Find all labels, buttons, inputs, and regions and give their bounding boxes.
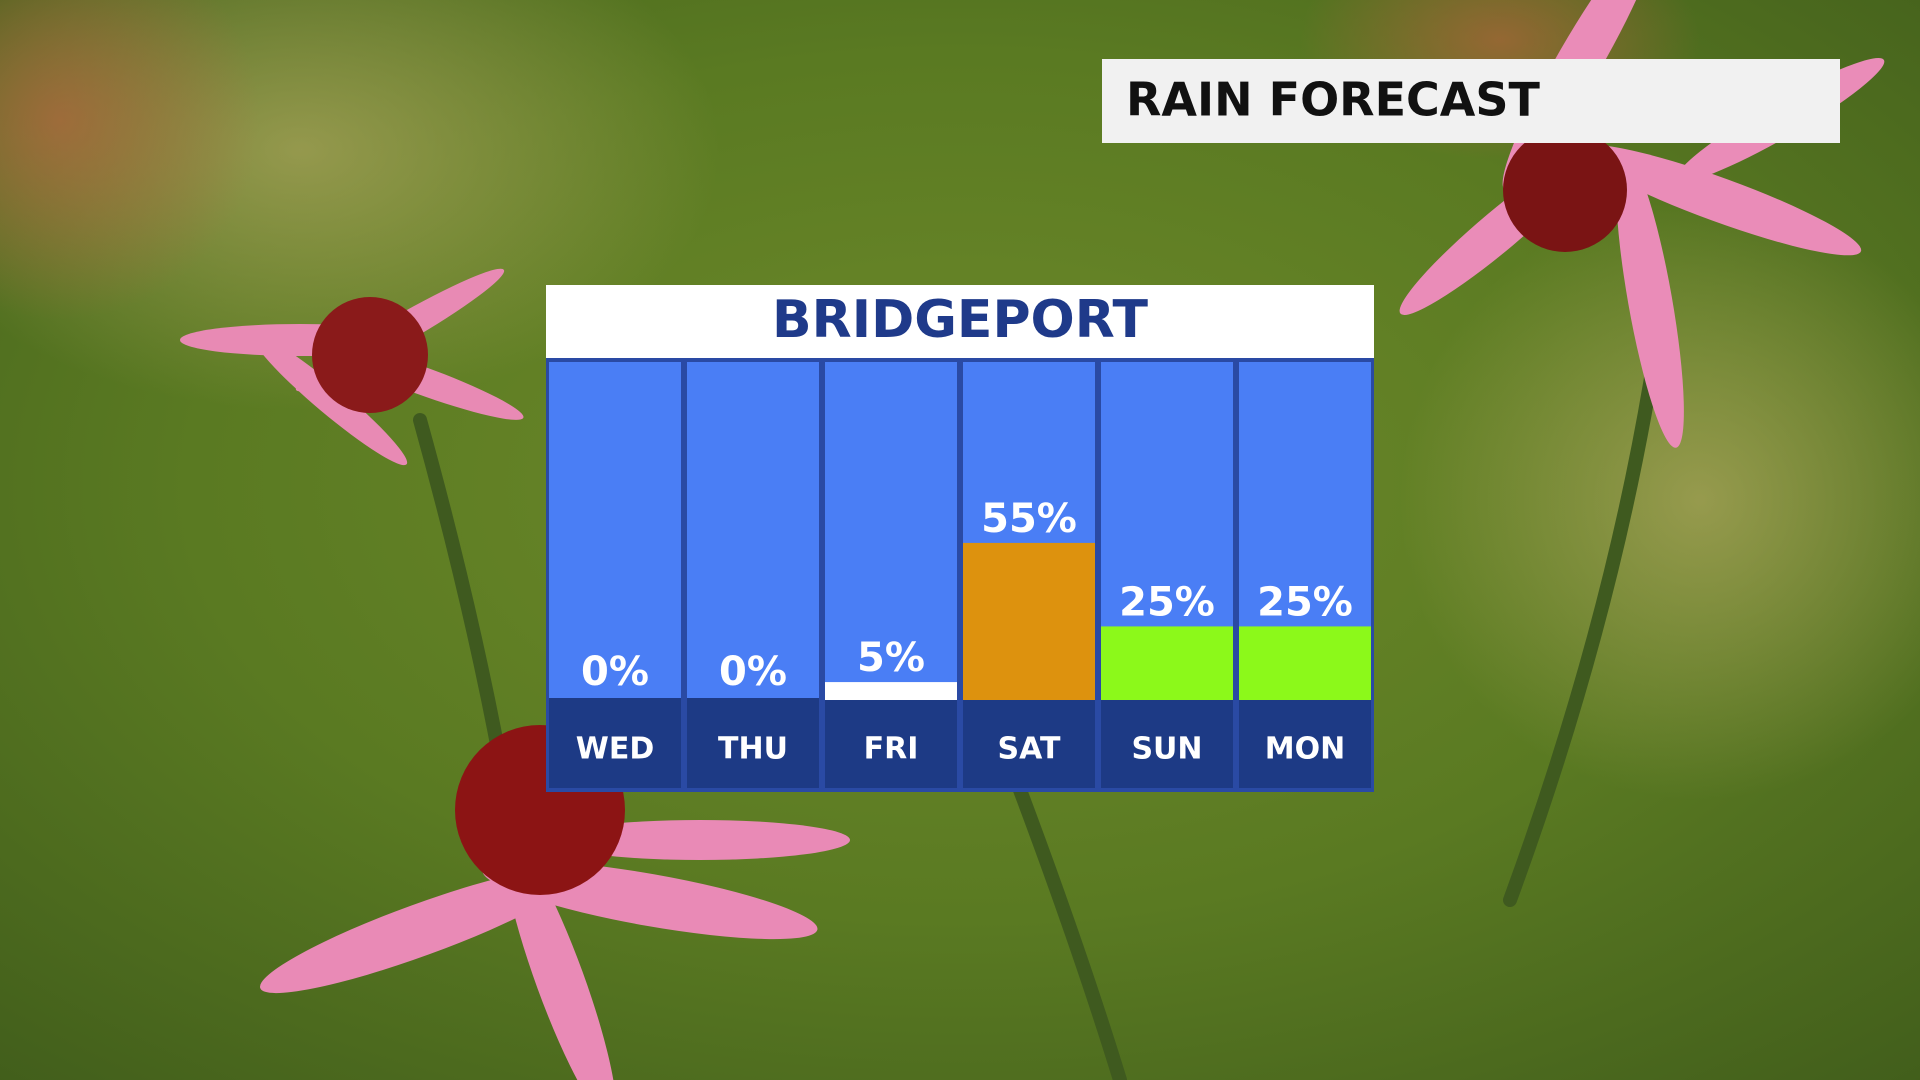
x-tick-label: SUN — [1131, 732, 1202, 767]
day-band — [1101, 698, 1233, 788]
bar — [1101, 626, 1233, 701]
value-label: 55% — [981, 496, 1077, 542]
value-label: 25% — [1119, 579, 1215, 625]
bar — [1239, 626, 1371, 701]
column — [549, 362, 681, 698]
column — [687, 362, 819, 698]
forecast-panel: BRIDGEPORT WED 0% THU 0% FRI 5% SAT 55% SUN 25% MO… — [546, 285, 1374, 792]
day-band — [687, 698, 819, 788]
header-title: RAIN FORECAST — [1126, 73, 1541, 127]
day-band — [1239, 698, 1371, 788]
value-label: 0% — [719, 649, 787, 695]
x-tick-label: THU — [718, 732, 788, 767]
bar — [825, 682, 957, 700]
x-tick-label: SAT — [998, 732, 1061, 767]
day-band — [963, 698, 1095, 788]
chart-title: BRIDGEPORT — [772, 290, 1148, 350]
column — [825, 362, 957, 698]
value-label: 25% — [1257, 579, 1353, 625]
flower — [260, 725, 850, 1080]
header-box: RAIN FORECAST — [1102, 59, 1840, 143]
value-label: 5% — [857, 635, 925, 681]
day-band — [549, 698, 681, 788]
x-tick-label: FRI — [864, 732, 919, 767]
bar — [963, 542, 1095, 701]
x-tick-label: MON — [1265, 732, 1345, 767]
day-band — [825, 698, 957, 788]
value-label: 0% — [581, 649, 649, 695]
flower — [180, 268, 524, 466]
x-tick-label: WED — [576, 732, 655, 767]
